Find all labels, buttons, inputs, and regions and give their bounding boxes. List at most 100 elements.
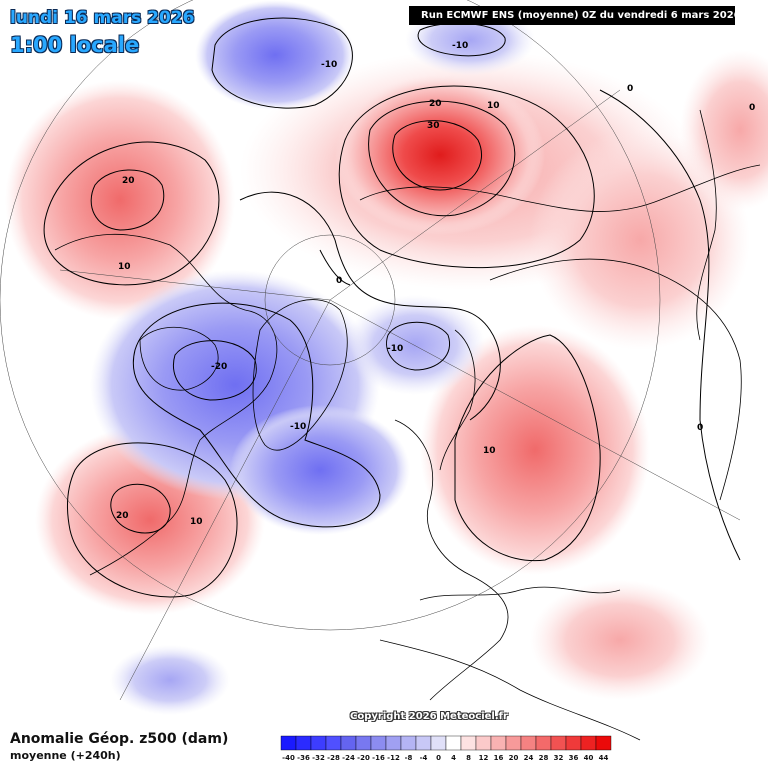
label-n20-canada: -20 [211, 362, 227, 372]
graticule-ring-outer [0, 0, 661, 631]
scale-swatch [430, 735, 447, 751]
coastline-hudson-bay [139, 326, 219, 391]
contour-zero-east [599, 89, 741, 561]
scale-tick-label: 16 [494, 754, 504, 762]
label-20-siberia: 20 [429, 99, 442, 109]
label-0-pole: 0 [336, 276, 342, 286]
anomaly-light-positive-far-east [680, 50, 768, 210]
scale-swatch [415, 735, 432, 751]
graticule-meridian-2 [329, 299, 741, 521]
coastline-mediterranean [419, 586, 621, 601]
label-20-atlantic: 20 [116, 511, 129, 521]
label-10-siberia: 10 [487, 101, 500, 111]
graticule-meridian-1 [59, 269, 331, 301]
coastline-north-america [54, 233, 278, 576]
scale-tick-label: 0 [436, 754, 441, 762]
contour-zero-arctic [239, 191, 501, 421]
run-banner: Run ECMWF ENS (moyenne) 0Z du vendredi 6… [409, 6, 741, 25]
anomaly-positive-alaska [5, 80, 235, 320]
scale-swatch [520, 735, 537, 751]
scale-swatch [445, 735, 462, 751]
contour-siberia-30 [392, 120, 483, 191]
scale-tick-label: -36 [297, 754, 310, 762]
coastline-africa [379, 639, 641, 741]
contour-arctic-m10 [386, 321, 450, 371]
contour-pacific-m10 [211, 17, 353, 109]
label-n10-top-right: -10 [452, 41, 468, 51]
scale-swatch [310, 735, 327, 751]
anomaly-negative-greenland [230, 405, 410, 535]
scale-swatch [385, 735, 402, 751]
scale-tick-label: 36 [569, 754, 579, 762]
legend-title: Anomalie Géop. z500 (dam) [10, 731, 229, 747]
scale-tick-label: -4 [420, 754, 428, 762]
scale-swatch [595, 735, 612, 751]
scale-tick-label: -16 [372, 754, 385, 762]
copyright: Copyright 2026 Meteociel.fr [350, 711, 508, 722]
scale-swatch [490, 735, 507, 751]
coastline-east-asia [696, 109, 717, 341]
contour-atlantic-20 [110, 483, 171, 534]
scale-swatch [580, 735, 597, 751]
graticule-meridian-4 [329, 89, 621, 301]
label-n10-greenland: -10 [290, 422, 306, 432]
scale-tick-label: 24 [524, 754, 534, 762]
contour-alaska-10 [43, 141, 220, 286]
forecast-time: 1:00 locale [10, 33, 140, 57]
scale-tick-label: 8 [466, 754, 471, 762]
anomaly-contours [43, 17, 741, 598]
scale-tick-label: -32 [312, 754, 325, 762]
contour-atlantic-10 [67, 442, 238, 598]
scale-swatch [355, 735, 372, 751]
coastline-scandinavia [439, 329, 476, 471]
graticule-meridian-3 [119, 299, 331, 701]
scale-swatch [535, 735, 552, 751]
anomaly-positive-russia [420, 325, 650, 575]
scale-swatch [550, 735, 567, 751]
label-n10-scandinavia: -10 [387, 344, 403, 354]
scale-swatch [325, 735, 342, 751]
contour-siberia-10 [338, 85, 595, 269]
anomaly-negative-pacific [195, 0, 355, 110]
label-0-far-right: 0 [749, 103, 755, 113]
label-n10-top-left: -10 [321, 60, 337, 70]
label-10-russia: 10 [483, 446, 496, 456]
label-10-atlantic: 10 [190, 517, 203, 527]
scale-swatch [475, 735, 492, 751]
coastline-asia [489, 258, 742, 501]
contour-russia-10 [454, 334, 601, 562]
contour-zero-pole [319, 249, 351, 286]
scale-swatch [400, 735, 417, 751]
coastline-greenland [252, 299, 348, 451]
legend-subtitle: moyenne (+240h) [10, 749, 121, 762]
scale-swatch [565, 735, 582, 751]
coastline-siberia [359, 164, 761, 212]
scale-tick-label: 12 [479, 754, 489, 762]
anomaly-negative-south [110, 645, 230, 715]
scale-tick-label: 28 [539, 754, 549, 762]
graticule-ring-inner [264, 234, 396, 366]
scale-tick-label: -20 [357, 754, 370, 762]
forecast-date: lundi 16 mars 2026 [10, 8, 195, 28]
scale-swatch [460, 735, 477, 751]
label-20-alaska: 20 [122, 176, 135, 186]
color-scale: -40 -36 -32 -28 -24 -20 -16 -12 -8 -4 0 4 8 12 16 20 24 2… [280, 735, 612, 762]
scale-tick-label: -8 [405, 754, 413, 762]
scale-swatch [295, 735, 312, 751]
scale-tick-label: -28 [327, 754, 340, 762]
contour-labels: -10 -10 0 20 10 30 0 20 10 0 -10 -20 -10… [116, 41, 755, 527]
contour-canada-m10 [132, 302, 381, 528]
scale-swatch [370, 735, 387, 751]
label-0-east: 0 [697, 423, 703, 433]
anomaly-light-positive-south [530, 580, 710, 700]
contour-canada-m20 [173, 340, 257, 401]
geography-outlines [0, 0, 761, 741]
label-0-top-right: 0 [627, 84, 633, 94]
scale-tick-label: 20 [509, 754, 519, 762]
contour-siberia-20 [368, 100, 516, 217]
scale-tick-label: 4 [451, 754, 456, 762]
scale-tick-label: 44 [599, 754, 609, 762]
scale-swatch [280, 735, 297, 751]
scale-tick-label: 32 [554, 754, 564, 762]
